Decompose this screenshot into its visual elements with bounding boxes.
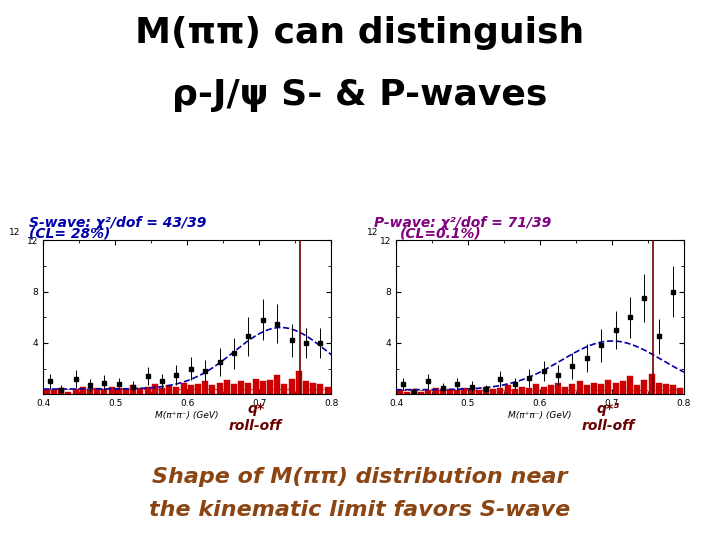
Bar xyxy=(123,389,129,394)
Bar xyxy=(253,379,258,394)
Bar xyxy=(397,390,402,394)
Text: ρ-J/ψ S- & P-waves: ρ-J/ψ S- & P-waves xyxy=(172,78,548,112)
X-axis label: M(π⁺π⁻) (GeV): M(π⁺π⁻) (GeV) xyxy=(156,411,219,420)
Bar xyxy=(138,388,143,394)
Bar xyxy=(231,384,237,394)
Bar xyxy=(130,385,136,394)
Bar xyxy=(51,390,57,394)
Bar xyxy=(411,389,417,394)
Bar xyxy=(541,387,546,394)
Bar xyxy=(483,387,489,394)
Bar xyxy=(562,387,568,394)
Bar xyxy=(109,387,114,394)
Bar xyxy=(426,390,431,394)
Bar xyxy=(282,384,287,394)
Bar xyxy=(534,384,539,394)
Bar xyxy=(519,387,525,394)
Bar xyxy=(418,392,424,394)
Bar xyxy=(274,375,280,394)
Bar xyxy=(620,381,626,394)
Text: q*³: q*³ xyxy=(597,402,620,416)
Bar xyxy=(289,379,294,394)
Bar xyxy=(325,387,330,394)
Bar xyxy=(433,388,438,394)
Bar xyxy=(66,392,71,394)
Bar xyxy=(570,384,575,394)
Bar xyxy=(447,389,453,394)
Bar xyxy=(296,371,302,394)
Bar xyxy=(577,381,582,394)
Bar xyxy=(584,385,590,394)
Bar xyxy=(555,383,561,394)
Bar xyxy=(202,381,208,394)
Bar xyxy=(678,388,683,394)
Bar xyxy=(210,385,215,394)
Text: M(ππ) can distinguish: M(ππ) can distinguish xyxy=(135,16,585,50)
Bar xyxy=(58,388,64,394)
Text: (CL= 28%): (CL= 28%) xyxy=(29,226,110,240)
Text: S-wave: χ²/dof = 43/39: S-wave: χ²/dof = 43/39 xyxy=(29,215,206,230)
Bar xyxy=(102,389,107,394)
Bar xyxy=(166,385,172,394)
Text: P-wave: χ²/dof = 71/39: P-wave: χ²/dof = 71/39 xyxy=(374,215,552,230)
Bar xyxy=(490,389,496,394)
Bar xyxy=(404,392,410,394)
Bar xyxy=(591,383,597,394)
Bar xyxy=(606,380,611,394)
Bar xyxy=(267,380,273,394)
Bar xyxy=(310,383,316,394)
Bar xyxy=(246,383,251,394)
Bar xyxy=(238,381,244,394)
Bar xyxy=(73,389,78,394)
Bar xyxy=(656,383,662,394)
Bar xyxy=(440,390,446,394)
Bar xyxy=(649,374,654,394)
Bar xyxy=(469,389,474,394)
Bar xyxy=(80,387,86,394)
Bar xyxy=(505,385,510,394)
Text: q*: q* xyxy=(247,402,264,416)
Bar xyxy=(195,384,201,394)
Bar xyxy=(548,385,554,394)
X-axis label: M(π⁺π⁻) (GeV): M(π⁺π⁻) (GeV) xyxy=(508,411,572,420)
Bar xyxy=(224,380,230,394)
Text: Shape of M(ππ) distribution near: Shape of M(ππ) distribution near xyxy=(152,467,568,487)
Bar xyxy=(145,387,150,394)
Bar xyxy=(526,388,532,394)
Bar xyxy=(44,389,50,394)
Text: 12: 12 xyxy=(9,228,20,237)
Bar xyxy=(303,381,309,394)
Bar xyxy=(663,384,669,394)
Bar xyxy=(94,388,100,394)
Bar xyxy=(181,383,186,394)
Bar xyxy=(159,388,165,394)
Bar xyxy=(152,384,158,394)
Bar xyxy=(454,390,460,394)
Bar xyxy=(598,384,604,394)
Bar xyxy=(613,383,618,394)
Bar xyxy=(634,385,640,394)
Text: 12: 12 xyxy=(367,228,379,237)
Text: (CL=0.1%): (CL=0.1%) xyxy=(400,226,482,240)
Bar xyxy=(174,387,179,394)
Bar xyxy=(188,385,194,394)
Bar xyxy=(87,390,93,394)
Bar xyxy=(217,383,222,394)
Bar xyxy=(318,384,323,394)
Bar xyxy=(462,388,467,394)
Bar xyxy=(116,388,122,394)
Text: the kinematic limit favors S-wave: the kinematic limit favors S-wave xyxy=(149,500,571,519)
Bar xyxy=(498,388,503,394)
Bar xyxy=(642,380,647,394)
Bar xyxy=(512,389,518,394)
Bar xyxy=(627,376,633,394)
Bar xyxy=(476,390,482,394)
Bar xyxy=(670,385,676,394)
Text: roll-off: roll-off xyxy=(582,418,635,433)
Bar xyxy=(260,381,266,394)
Text: roll-off: roll-off xyxy=(229,418,282,433)
